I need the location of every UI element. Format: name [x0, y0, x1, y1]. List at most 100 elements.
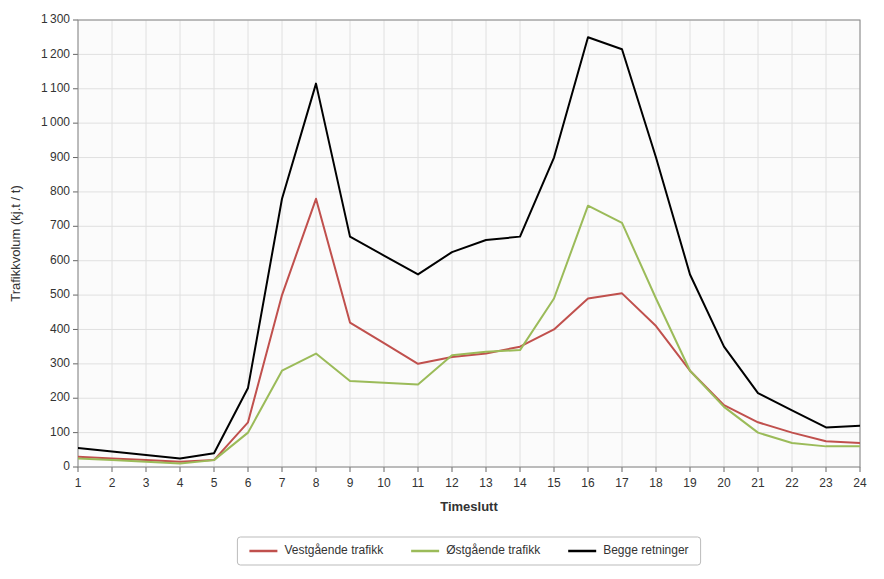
- tick-label-x: 24: [853, 476, 867, 490]
- series-line: [78, 37, 860, 458]
- grid-line-x: [724, 20, 725, 467]
- tick-label-x: 8: [313, 476, 320, 490]
- tick-x: [78, 467, 79, 472]
- grid-line-y: [78, 398, 860, 399]
- tick-label-x: 17: [615, 476, 629, 490]
- tick-x: [792, 467, 793, 472]
- tick-y: [73, 295, 78, 296]
- tick-x: [282, 467, 283, 472]
- tick-x: [146, 467, 147, 472]
- tick-label-x: 18: [649, 476, 663, 490]
- tick-label-y: 500: [50, 287, 70, 301]
- tick-label-y: 700: [50, 218, 70, 232]
- plot-area: [78, 20, 860, 467]
- legend-label: Begge retninger: [603, 543, 688, 557]
- tick-label-x: 1: [75, 476, 82, 490]
- tick-y: [73, 363, 78, 364]
- grid-line-y: [78, 123, 860, 124]
- tick-y: [73, 226, 78, 227]
- legend-item: Østgående trafikk: [411, 543, 541, 557]
- grid-line-y: [78, 157, 860, 158]
- grid-line-x: [384, 20, 385, 467]
- tick-label-x: 10: [377, 476, 391, 490]
- legend-swatch: [568, 550, 596, 553]
- tick-x: [418, 467, 419, 472]
- tick-label-y: 400: [50, 322, 70, 336]
- grid-line-y: [78, 260, 860, 261]
- tick-y: [73, 88, 78, 89]
- grid-line-y: [78, 88, 860, 89]
- tick-label-x: 14: [513, 476, 527, 490]
- chart: 01002003004005006007008009001 0001 1001 …: [0, 0, 884, 579]
- tick-x: [486, 467, 487, 472]
- series-line: [78, 206, 860, 464]
- axes: 01002003004005006007008009001 0001 1001 …: [41, 12, 867, 490]
- grid-line-x: [622, 20, 623, 467]
- plot-frame: [78, 20, 860, 467]
- grid-line-x: [452, 20, 453, 467]
- tick-label-x: 22: [785, 476, 799, 490]
- tick-x: [316, 467, 317, 472]
- tick-label-x: 5: [211, 476, 218, 490]
- grid-line-x: [146, 20, 147, 467]
- tick-label-x: 19: [683, 476, 697, 490]
- tick-x: [724, 467, 725, 472]
- grid-line-x: [350, 20, 351, 467]
- tick-label-x: 7: [279, 476, 286, 490]
- grid-line-x: [554, 20, 555, 467]
- tick-label-x: 13: [479, 476, 493, 490]
- tick-x: [622, 467, 623, 472]
- tick-label-y: 1 000: [41, 115, 70, 129]
- tick-label-y: 100: [50, 425, 70, 439]
- tick-x: [180, 467, 181, 472]
- tick-y: [73, 54, 78, 55]
- tick-label-x: 23: [819, 476, 833, 490]
- grid-line-y: [78, 329, 860, 330]
- tick-label-x: 4: [177, 476, 184, 490]
- grid-line-y: [78, 295, 860, 296]
- tick-label-y: 800: [50, 184, 70, 198]
- x-axis-label: Timeslutt: [440, 499, 498, 514]
- tick-label-x: 11: [412, 476, 425, 490]
- grid-line-y: [78, 363, 860, 364]
- tick-y: [73, 191, 78, 192]
- tick-x: [826, 467, 827, 472]
- grid-line-y: [78, 432, 860, 433]
- tick-label-y: 1 200: [41, 47, 70, 61]
- tick-label-x: 12: [445, 476, 459, 490]
- tick-label-y: 1 300: [41, 12, 70, 26]
- tick-label-y: 600: [50, 253, 70, 267]
- grid-line-x: [656, 20, 657, 467]
- tick-label-y: 200: [50, 390, 70, 404]
- tick-y: [73, 260, 78, 261]
- tick-x: [248, 467, 249, 472]
- grid-line-y: [78, 191, 860, 192]
- tick-y: [73, 123, 78, 124]
- tick-label-x: 6: [245, 476, 252, 490]
- legend-swatch: [249, 550, 277, 553]
- legend-item: Begge retninger: [568, 543, 688, 557]
- tick-label-x: 16: [581, 476, 595, 490]
- tick-label-x: 2: [109, 476, 116, 490]
- tick-label-y: 900: [50, 150, 70, 164]
- tick-x: [588, 467, 589, 472]
- tick-x: [520, 467, 521, 472]
- grid-line-x: [282, 20, 283, 467]
- grid-line-x: [690, 20, 691, 467]
- tick-x: [758, 467, 759, 472]
- tick-x: [690, 467, 691, 472]
- tick-label-y: 300: [50, 356, 70, 370]
- tick-x: [656, 467, 657, 472]
- legend-label: Vestgående trafikk: [284, 543, 384, 557]
- legend-box: [237, 537, 700, 565]
- grid-line-x: [758, 20, 759, 467]
- grid: [78, 20, 860, 467]
- tick-label-x: 3: [143, 476, 150, 490]
- tick-label-x: 9: [347, 476, 354, 490]
- grid-line-x: [792, 20, 793, 467]
- tick-label-y: 1 100: [41, 81, 70, 95]
- grid-line-x: [112, 20, 113, 467]
- grid-line-x: [486, 20, 487, 467]
- tick-x: [350, 467, 351, 472]
- tick-label-x: 20: [717, 476, 731, 490]
